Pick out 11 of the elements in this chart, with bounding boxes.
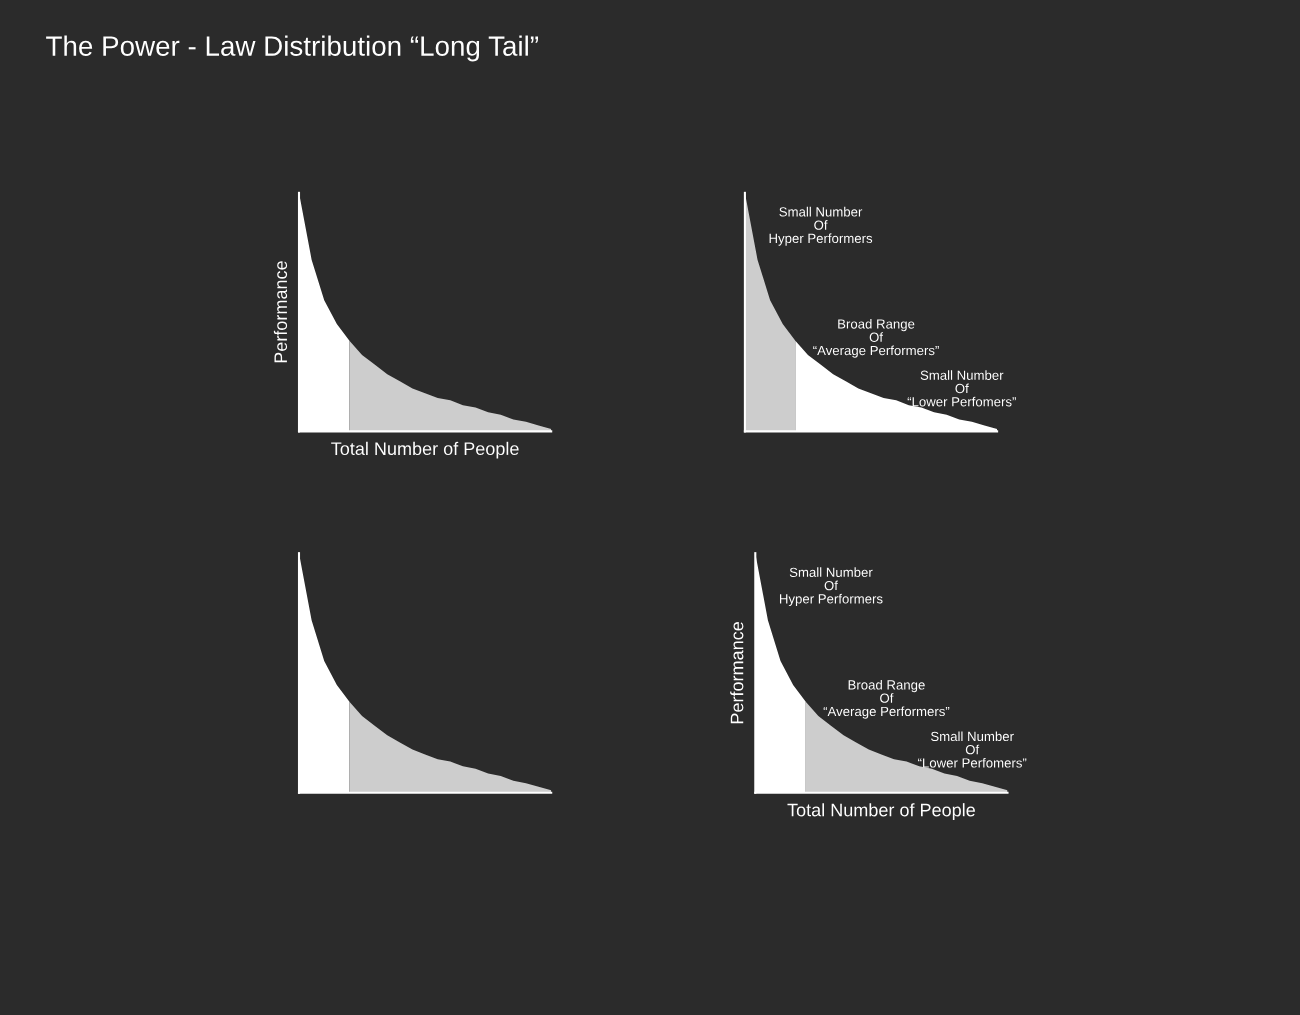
x-axis-title: Total Number of People xyxy=(787,803,975,820)
annotation: Broad Range Of “Average Performers” xyxy=(823,679,950,719)
annotation: Small Number Of “Lower Perfomers” xyxy=(907,370,1016,407)
chart-title: The Power - Law Distribution “Long Tail” xyxy=(46,35,539,62)
annotation: Small Number Of Hyper Performers xyxy=(779,567,883,607)
y-axis-title: Performance xyxy=(730,622,744,724)
annotation: Broad Range Of “Average Performers” xyxy=(813,318,939,358)
y-axis-title: Performance xyxy=(273,261,288,363)
annotation: Small Number Of Hyper Performers xyxy=(769,206,873,246)
annotation: Small Number Of “Lower Perfomers” xyxy=(918,731,1027,768)
x-axis-title: Total Number of People xyxy=(331,441,519,459)
